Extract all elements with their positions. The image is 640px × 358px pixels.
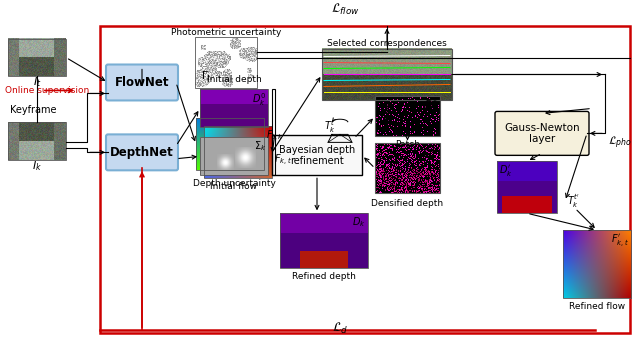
Bar	[100, 25, 630, 333]
Text: Keyframe: Keyframe	[10, 105, 56, 115]
Text: $F_{t,k}$: $F_{t,k}$	[266, 129, 284, 144]
Bar	[563, 230, 631, 298]
Bar	[200, 90, 268, 127]
Text: Refined flow: Refined flow	[569, 302, 625, 311]
Text: $\Sigma_k$: $\Sigma_k$	[253, 139, 266, 153]
Text: DepthNet: DepthNet	[110, 146, 174, 159]
Bar	[280, 213, 368, 268]
Text: $F_{k,t}$: $F_{k,t}$	[274, 153, 292, 168]
Text: Bayesian depth
refinement: Bayesian depth refinement	[279, 145, 355, 166]
Text: Photometric uncertainty: Photometric uncertainty	[171, 28, 281, 37]
FancyBboxPatch shape	[106, 64, 178, 101]
Text: $D_k'$: $D_k'$	[499, 163, 513, 178]
Bar	[497, 161, 557, 213]
Text: $D_k^0$: $D_k^0$	[252, 91, 266, 108]
Text: Initial flow: Initial flow	[211, 182, 257, 191]
Text: $T_k^t$: $T_k^t$	[324, 118, 336, 135]
Bar	[196, 118, 264, 170]
Text: Depth uncertainty: Depth uncertainty	[193, 179, 275, 188]
Text: Densified depth: Densified depth	[371, 199, 444, 208]
Bar	[8, 122, 66, 160]
Bar	[322, 49, 452, 101]
Text: Online supervision: Online supervision	[5, 86, 89, 95]
Text: FlowNet: FlowNet	[115, 76, 169, 89]
Bar	[272, 90, 275, 175]
Text: $T_k^{t'}$: $T_k^{t'}$	[567, 193, 580, 210]
Text: $D_k^{s'}$: $D_k^{s'}$	[422, 145, 438, 163]
Text: $I_t$: $I_t$	[33, 76, 42, 90]
Text: Selected correspondences: Selected correspondences	[327, 39, 447, 48]
Bar	[375, 96, 440, 136]
Text: Gauss-Newton
layer: Gauss-Newton layer	[504, 122, 580, 144]
Text: $\mathcal{L}_{flow}$: $\mathcal{L}_{flow}$	[331, 2, 360, 17]
Text: $\mathcal{L}_{pho}$: $\mathcal{L}_{pho}$	[608, 134, 632, 151]
Bar	[195, 37, 257, 88]
Text: Initial depth: Initial depth	[207, 76, 261, 84]
Text: Refined depth: Refined depth	[292, 272, 356, 281]
Bar	[200, 137, 268, 175]
Bar	[8, 39, 66, 77]
Bar	[204, 126, 272, 178]
Text: $D_k^s$: $D_k^s$	[424, 98, 438, 114]
Text: $\mathcal{L}_{d}$: $\mathcal{L}_{d}$	[332, 320, 348, 335]
FancyBboxPatch shape	[495, 111, 589, 155]
Text: $F_{k,t}'$: $F_{k,t}'$	[611, 232, 629, 248]
Text: $D_k$: $D_k$	[353, 215, 366, 229]
FancyBboxPatch shape	[106, 134, 178, 170]
Bar	[375, 143, 440, 193]
Text: $I_k$: $I_k$	[32, 159, 42, 173]
Text: Patch: Patch	[395, 140, 420, 149]
Bar	[272, 135, 362, 175]
Text: $\Gamma_t$: $\Gamma_t$	[201, 69, 212, 83]
